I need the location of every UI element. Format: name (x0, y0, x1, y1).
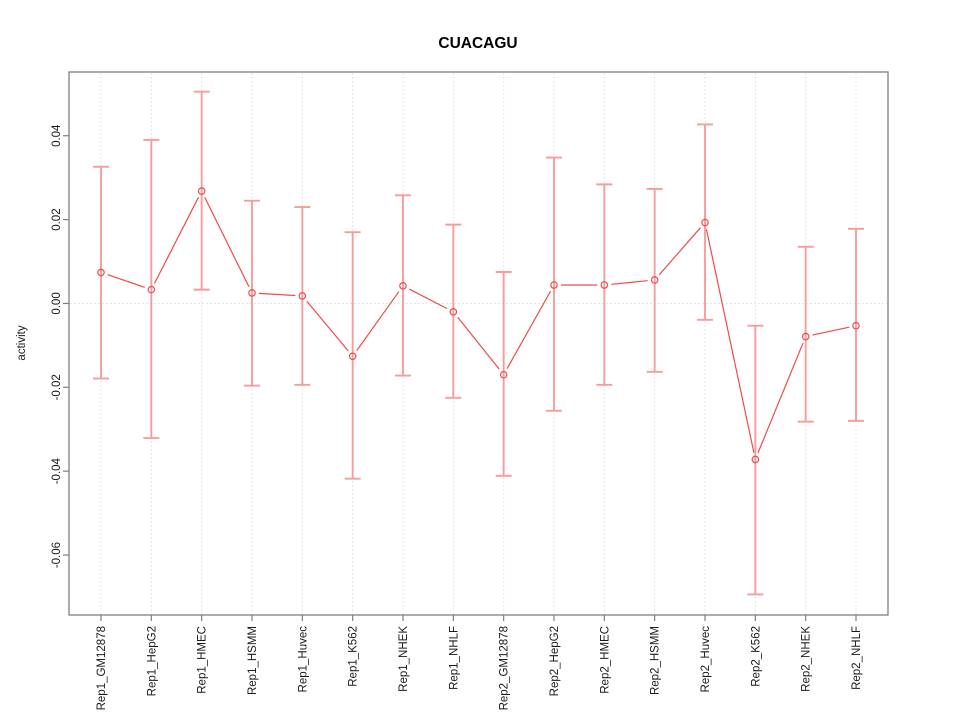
data-point (298, 292, 307, 300)
data-point (147, 285, 156, 294)
x-tick-label: Rep1_HMEC (197, 626, 209, 694)
data-point (701, 218, 709, 227)
x-tick-label: Rep2_HepG2 (549, 626, 561, 696)
data-point (348, 352, 357, 361)
y-tick-label: 0.00 (51, 292, 63, 314)
data-point (499, 370, 508, 379)
data-point (197, 187, 206, 195)
data-point (399, 282, 407, 290)
x-tick-label: Rep1_NHLF (448, 626, 460, 690)
y-tick-label: -0.04 (51, 457, 63, 484)
chart-title: CUACAGU (438, 35, 517, 52)
y-axis-label: activity (16, 325, 28, 360)
series-line-segment (356, 291, 400, 351)
series-line-segment (658, 227, 701, 276)
x-tick-label: Rep1_HepG2 (146, 626, 158, 696)
x-tick-label: Rep2_HMEC (599, 626, 611, 694)
x-tick-label: Rep1_NHEK (398, 626, 410, 692)
data-point (600, 281, 609, 289)
y-tick-label: 0.02 (51, 208, 63, 230)
x-tick-label: Rep2_GM12878 (499, 626, 511, 710)
data-point (449, 308, 458, 316)
series-line-segment (204, 197, 250, 287)
x-tick-label: Rep2_K562 (750, 626, 762, 687)
grid-layer (70, 73, 887, 614)
x-tick-label: Rep1_GM12878 (96, 626, 108, 710)
x-tick-label: Rep1_Huvec (297, 626, 309, 693)
data-point (97, 268, 105, 277)
data-point (550, 281, 558, 289)
data-point (650, 276, 659, 284)
series-line-segment (258, 292, 296, 297)
x-tick-label: Rep1_K562 (348, 626, 360, 687)
x-tick-label: Rep2_NHEK (801, 626, 813, 692)
y-tick-label: -0.02 (51, 374, 63, 400)
x-tick-label: Rep2_Huvec (700, 626, 712, 693)
series-line-segment (408, 288, 448, 310)
y-tick-label: -0.06 (51, 542, 63, 568)
x-tick-label: Rep2_NHLF (851, 626, 863, 690)
data-point (801, 332, 810, 341)
series-line-segment (506, 290, 552, 369)
x-tick-label: Rep1_HSMM (247, 626, 259, 695)
series-line-segment (812, 326, 850, 336)
data-point (852, 321, 860, 330)
y-tick-label: 0.04 (51, 124, 63, 147)
series-line-segment (153, 197, 200, 284)
series-line-segment (611, 280, 648, 285)
series-line-segment (757, 342, 804, 454)
x-tick-label: Rep2_HSMM (650, 626, 662, 695)
data-point (248, 289, 256, 297)
data-point (751, 455, 760, 464)
axis-layer: Rep1_GM12878 Rep1_HepG2 Rep1_HMEC Rep1_HSMM… (51, 71, 889, 710)
series-line-segment (107, 274, 145, 288)
series-line-segment (306, 300, 349, 352)
data-series-layer (93, 90, 864, 596)
plot-border (68, 71, 889, 616)
series-line-segment (705, 229, 755, 453)
series-line-segment (457, 316, 500, 370)
